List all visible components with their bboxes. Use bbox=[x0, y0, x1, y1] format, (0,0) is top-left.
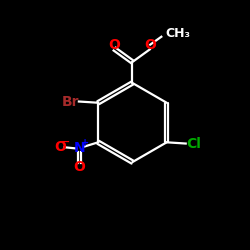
Text: CH₃: CH₃ bbox=[165, 26, 190, 40]
Text: +: + bbox=[81, 138, 89, 148]
Text: −: − bbox=[61, 137, 70, 147]
Text: Cl: Cl bbox=[186, 136, 201, 150]
Text: Br: Br bbox=[62, 94, 80, 108]
Text: O: O bbox=[144, 38, 156, 52]
Text: O: O bbox=[74, 160, 86, 174]
Text: N: N bbox=[74, 142, 86, 156]
Text: O: O bbox=[109, 38, 120, 52]
Text: O: O bbox=[54, 140, 66, 154]
